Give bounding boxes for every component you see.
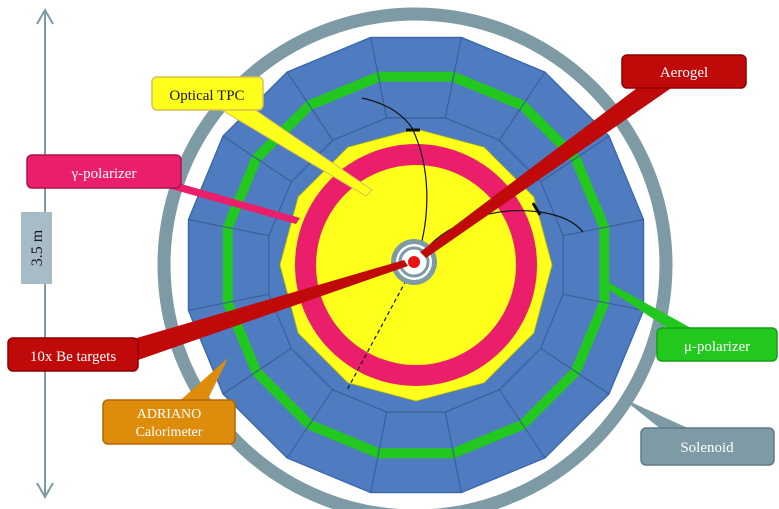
calorimeter-divider: [444, 37, 462, 119]
solenoid-pointer: [622, 398, 692, 430]
callout-aerogel: Aerogel: [420, 54, 747, 258]
callout-gamma-polarizer: γ-polarizer: [26, 154, 300, 224]
callout-optical-tpc: Optical TPC: [151, 76, 373, 197]
mu-polarizer-label: μ-polarizer: [684, 339, 750, 355]
mu-polarizer-box: [656, 327, 778, 362]
calorimeter-divider: [222, 347, 292, 395]
calorimeter-divider: [370, 37, 388, 119]
adriano-pointer: [175, 358, 228, 405]
calorimeter-divider: [540, 135, 610, 183]
aerogel-box: [621, 54, 747, 89]
calorimeter-divider: [188, 293, 270, 311]
calorimeter-divider: [498, 71, 546, 141]
track-hit-marker-2: [531, 202, 542, 216]
aerogel-label: Aerogel: [660, 65, 708, 81]
calorimeter-divider: [562, 219, 644, 237]
optical-tpc-box: [151, 76, 264, 111]
scale-bar: 3.5 m: [21, 7, 54, 500]
calorimeter-divider: [222, 135, 292, 183]
particle-track-3: [346, 261, 417, 391]
callout-adriano: ADRIANO Calorimeter: [102, 358, 236, 445]
be-target-dot: [408, 256, 420, 268]
callout-mu-polarizer: μ-polarizer: [600, 280, 778, 362]
calorimeter-segment-dividers: [188, 37, 644, 493]
gamma-polarizer-label: γ-polarizer: [71, 166, 137, 182]
callout-be-targets: 10x Be targets: [7, 260, 408, 372]
calorimeter-divider: [498, 389, 546, 459]
particle-track-1: [361, 97, 428, 263]
callout-solenoid: Solenoid: [622, 398, 775, 466]
calorimeter-divider: [286, 71, 334, 141]
calorimeter-divider: [188, 219, 270, 237]
calorimeter-divider: [444, 411, 462, 493]
be-targets-label: 10x Be targets: [30, 349, 117, 365]
scale-label-box: [21, 212, 52, 284]
mu-polarizer-pointer: [600, 280, 700, 333]
optical-tpc-label: Optical TPC: [169, 88, 244, 104]
calorimeter-divider: [286, 389, 334, 459]
solenoid-label: Solenoid: [680, 440, 734, 456]
solenoid-ring: [157, 7, 673, 509]
calorimeter-divider: [562, 293, 644, 311]
be-targets-pointer: [130, 260, 408, 360]
gamma-polarizer-box: [26, 154, 182, 189]
adriano-box: [102, 399, 236, 445]
scale-label: 3.5 m: [29, 229, 46, 266]
adriano-label-line1: ADRIANO: [137, 407, 202, 422]
solenoid-box: [640, 427, 775, 466]
gamma-polarizer-pointer: [150, 183, 300, 224]
adriano-label-line2: Calorimeter: [136, 425, 203, 440]
be-targets-box: [7, 337, 139, 372]
calorimeter-divider: [370, 411, 388, 493]
particle-track-2: [415, 210, 584, 263]
aerogel-pointer: [420, 82, 680, 258]
calorimeter-divider: [540, 347, 610, 395]
